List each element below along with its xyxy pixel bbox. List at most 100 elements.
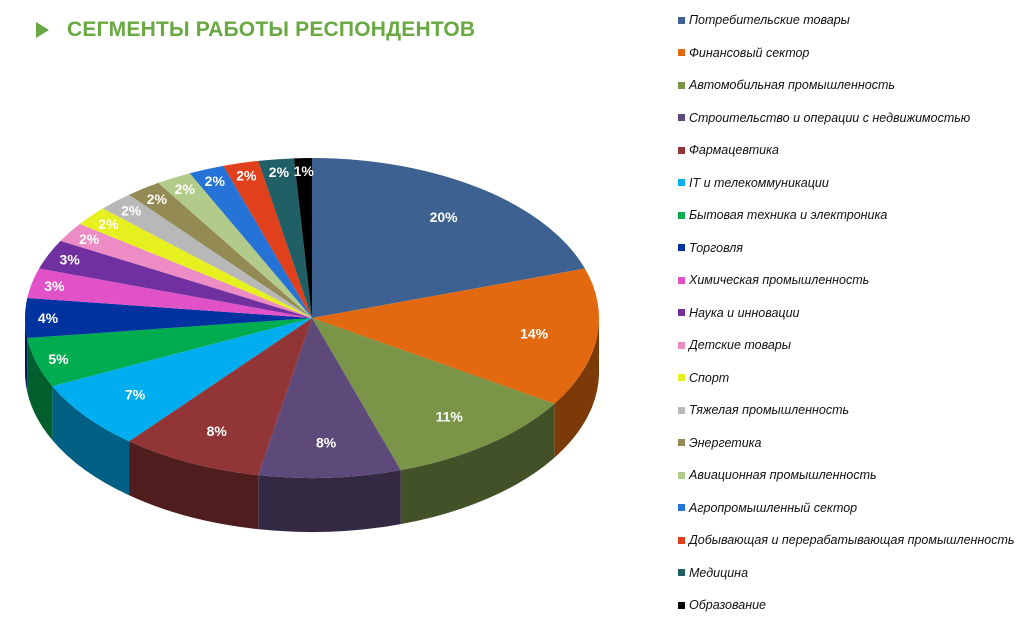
- legend-swatch-icon: [678, 406, 685, 414]
- pie-data-label: 5%: [48, 351, 69, 367]
- legend-swatch-icon: [678, 49, 685, 57]
- legend-item: Образование: [678, 589, 1014, 622]
- legend-swatch-icon: [678, 179, 685, 187]
- pie-slice: [312, 158, 585, 318]
- pie-data-label: 2%: [147, 191, 168, 207]
- legend-item: Строительство и операции с недвижимостью: [678, 102, 1014, 135]
- pie-slice: [79, 208, 312, 318]
- pie-slice: [312, 318, 555, 471]
- pie-slice: [25, 297, 313, 339]
- legend-item: Бытовая техника и электроника: [678, 199, 1014, 232]
- legend-item: Торговля: [678, 232, 1014, 265]
- pie-data-label: 2%: [236, 167, 257, 183]
- legend-label: Образование: [689, 598, 766, 613]
- legend-label: Тяжелая промышленность: [689, 403, 850, 418]
- pie-slice: [293, 158, 312, 318]
- pie-data-label: 20%: [430, 209, 459, 225]
- legend-item: Энергетика: [678, 427, 1014, 460]
- legend-item: Детские товары: [678, 329, 1014, 362]
- pie-side-walls: [25, 318, 599, 532]
- legend-swatch-icon: [678, 536, 685, 544]
- legend-label: Спорт: [689, 370, 730, 385]
- chart-title: СЕГМЕНТЫ РАБОТЫ РЕСПОНДЕНТОВ: [67, 18, 476, 41]
- pie-slice-side: [258, 470, 401, 532]
- legend-label: Торговля: [689, 240, 743, 255]
- chart-legend: Потребительские товары Финансовый сектор А…: [678, 4, 1014, 622]
- legend-item: Потребительские товары: [678, 4, 1014, 37]
- legend-item: Химическая промышленность: [678, 264, 1014, 297]
- pie-slice: [223, 160, 312, 318]
- pie-data-label: 8%: [316, 435, 337, 451]
- pie-data-label: 7%: [125, 386, 146, 402]
- legend-swatch-icon: [678, 504, 685, 512]
- legend-swatch-icon: [678, 471, 685, 479]
- legend-swatch-icon: [678, 341, 685, 349]
- pie-data-label: 2%: [175, 181, 196, 197]
- pie-chart: 20%14%11%8%8%7%5%4%3%3%2%2%2%2%2% 2% 2% 2% 1…: [25, 158, 600, 532]
- pie-slice: [27, 268, 312, 318]
- legend-item: Фармацевтика: [678, 134, 1014, 167]
- legend-label: Энергетика: [689, 435, 762, 450]
- pie-data-label: 4%: [38, 310, 59, 326]
- pie-data-label: 8%: [207, 423, 228, 439]
- pie-slice: [258, 318, 401, 478]
- legend-swatch-icon: [678, 16, 685, 24]
- legend-item: Добывающая и перерабатывающая промышленн…: [678, 524, 1014, 557]
- legend-swatch-icon: [678, 244, 685, 252]
- pie-data-label: 3%: [44, 278, 65, 294]
- legend-label: Медицина: [689, 565, 749, 580]
- pie-slice: [102, 194, 312, 318]
- legend-swatch-icon: [678, 81, 685, 89]
- legend-label: Финансовый сектор: [689, 45, 810, 60]
- pie-data-label: 14%: [520, 326, 549, 342]
- pie-data-label: 2%: [98, 216, 119, 232]
- legend-swatch-icon: [678, 276, 685, 284]
- legend-label: Бытовая техника и электроника: [689, 208, 888, 223]
- legend-item: Авиационная промышленность: [678, 459, 1014, 492]
- legend-item: IT и телекоммуникации: [678, 167, 1014, 200]
- pie-data-label: 11%: [436, 409, 464, 425]
- pie-slice-side: [554, 318, 599, 458]
- legend-swatch-icon: [678, 309, 685, 317]
- chart-header: СЕГМЕНТЫ РАБОТЫ РЕСПОНДЕНТОВ: [36, 18, 475, 42]
- legend-item: Финансовый сектор: [678, 37, 1014, 70]
- pie-slice: [52, 318, 312, 442]
- pie-slice: [189, 165, 312, 318]
- legend-swatch-icon: [678, 569, 685, 577]
- legend-item: Медицина: [678, 557, 1014, 590]
- pie-slice-side: [27, 338, 53, 441]
- legend-label: Детские товары: [689, 338, 791, 353]
- legend-label: Добывающая и перерабатывающая промышленн…: [689, 533, 1015, 548]
- legend-label: Наука и инновации: [689, 305, 800, 320]
- pie-slice-side: [400, 403, 555, 525]
- legend-label: Фармацевтика: [689, 143, 779, 158]
- pie-data-label: 2%: [205, 173, 226, 189]
- legend-label: Химическая промышленность: [689, 273, 870, 288]
- pie-slice: [129, 318, 312, 476]
- pie-data-labels: 20%14%11%8%8%7%5%4%3%3%2%2%2%2%2% 2% 2% 2% 1…: [38, 163, 549, 451]
- legend-item: Агропромышленный сектор: [678, 492, 1014, 525]
- legend-swatch-icon: [678, 374, 685, 382]
- legend-swatch-icon: [678, 211, 685, 219]
- legend-swatch-icon: [678, 114, 685, 122]
- pie-data-label: 2%: [269, 164, 290, 180]
- pie-slice: [158, 173, 312, 318]
- legend-label: Автомобильная промышленность: [689, 78, 895, 93]
- legend-item: Тяжелая промышленность: [678, 394, 1014, 427]
- legend-label: Агропромышленный сектор: [689, 500, 858, 515]
- pie-data-label: 2%: [121, 203, 142, 219]
- pie-slices: [25, 158, 600, 478]
- pie-data-label: 3%: [60, 252, 81, 268]
- pie-slice: [39, 240, 312, 318]
- pie-slice: [258, 158, 312, 318]
- legend-swatch-icon: [678, 601, 685, 609]
- legend-label: IT и телекоммуникации: [689, 175, 829, 190]
- legend-swatch-icon: [678, 146, 685, 154]
- pie-slice: [129, 182, 312, 318]
- legend-swatch-icon: [678, 439, 685, 447]
- pie-slice: [312, 268, 600, 404]
- legend-label: Потребительские товары: [689, 13, 850, 28]
- pie-data-label: 1%: [294, 163, 315, 179]
- legend-label: Авиационная промышленность: [689, 468, 877, 483]
- pie-data-label: 2%: [79, 231, 100, 247]
